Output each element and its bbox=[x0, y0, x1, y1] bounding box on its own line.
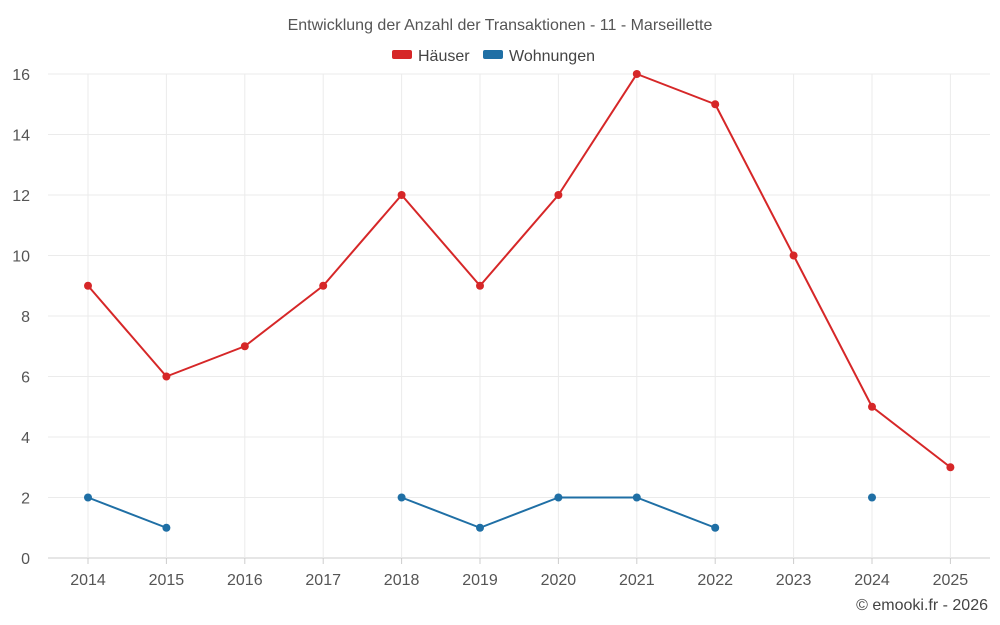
x-tick-label: 2019 bbox=[462, 572, 498, 589]
x-tick-label: 2014 bbox=[70, 572, 106, 589]
x-tick-label: 2024 bbox=[854, 572, 890, 589]
x-tick-label: 2017 bbox=[305, 572, 341, 589]
series-line-haeuser bbox=[87, 73, 952, 469]
data-point-haeuser[interactable] bbox=[397, 191, 406, 199]
data-point-haeuser[interactable] bbox=[476, 281, 484, 290]
x-tick-label: 2025 bbox=[933, 572, 969, 589]
data-point-haeuser[interactable] bbox=[319, 281, 328, 290]
chart-title: Entwicklung der Anzahl der Transaktionen… bbox=[288, 17, 713, 34]
data-point-haeuser[interactable] bbox=[711, 100, 720, 109]
legend-swatch-haeuser bbox=[392, 50, 412, 59]
data-point-haeuser[interactable] bbox=[868, 402, 876, 411]
legend-label-haeuser[interactable]: Häuser bbox=[418, 48, 470, 65]
x-tick-label: 2021 bbox=[619, 572, 655, 589]
x-axis-ticks: 2014 2015 2016 2017 2018 2019 2020 2021 2022 2023… bbox=[70, 572, 968, 589]
data-point-wohnungen[interactable] bbox=[632, 493, 641, 502]
x-tick-label: 2022 bbox=[697, 572, 733, 589]
y-tick-label: 6 bbox=[21, 370, 30, 387]
x-gridlines bbox=[87, 74, 951, 564]
y-tick-label: 2 bbox=[21, 491, 30, 508]
x-tick-label: 2015 bbox=[149, 572, 185, 589]
data-point-wohnungen[interactable] bbox=[397, 493, 406, 502]
data-point-wohnungen[interactable] bbox=[476, 523, 484, 532]
y-axis-ticks: 0 2 4 6 8 10 12 14 16 bbox=[12, 67, 30, 568]
data-point-wohnungen[interactable] bbox=[84, 493, 92, 502]
y-tick-label: 10 bbox=[12, 249, 30, 266]
data-point-haeuser[interactable] bbox=[946, 463, 955, 472]
y-tick-label: 14 bbox=[12, 128, 30, 145]
data-point-wohnungen[interactable] bbox=[711, 523, 720, 532]
copyright-footer: © emooki.fr - 2026 bbox=[856, 597, 988, 614]
y-tick-label: 4 bbox=[21, 430, 30, 447]
y-tick-label: 0 bbox=[21, 551, 30, 568]
x-tick-label: 2023 bbox=[776, 572, 812, 589]
y-tick-label: 16 bbox=[12, 67, 30, 84]
x-tick-label: 2020 bbox=[541, 572, 577, 589]
legend: Häuser Wohnungen bbox=[392, 48, 595, 65]
y-gridlines bbox=[48, 73, 990, 559]
y-tick-label: 12 bbox=[12, 188, 30, 205]
y-tick-label: 8 bbox=[21, 309, 30, 326]
series-line-wohnungen bbox=[87, 496, 167, 529]
legend-label-wohnungen[interactable]: Wohnungen bbox=[509, 48, 595, 65]
series-points bbox=[84, 70, 955, 532]
x-tick-label: 2018 bbox=[384, 572, 420, 589]
data-point-wohnungen[interactable] bbox=[868, 493, 876, 502]
data-point-wohnungen[interactable] bbox=[554, 493, 563, 502]
data-point-haeuser[interactable] bbox=[632, 70, 641, 78]
legend-swatch-wohnungen bbox=[483, 50, 503, 59]
x-tick-label: 2016 bbox=[227, 572, 263, 589]
data-point-haeuser[interactable] bbox=[554, 191, 563, 199]
series-lines bbox=[87, 73, 952, 529]
data-point-wohnungen[interactable] bbox=[162, 523, 171, 532]
data-point-haeuser[interactable] bbox=[240, 342, 249, 351]
data-point-haeuser[interactable] bbox=[789, 251, 798, 260]
data-point-haeuser[interactable] bbox=[84, 281, 92, 290]
data-point-haeuser[interactable] bbox=[162, 372, 171, 381]
